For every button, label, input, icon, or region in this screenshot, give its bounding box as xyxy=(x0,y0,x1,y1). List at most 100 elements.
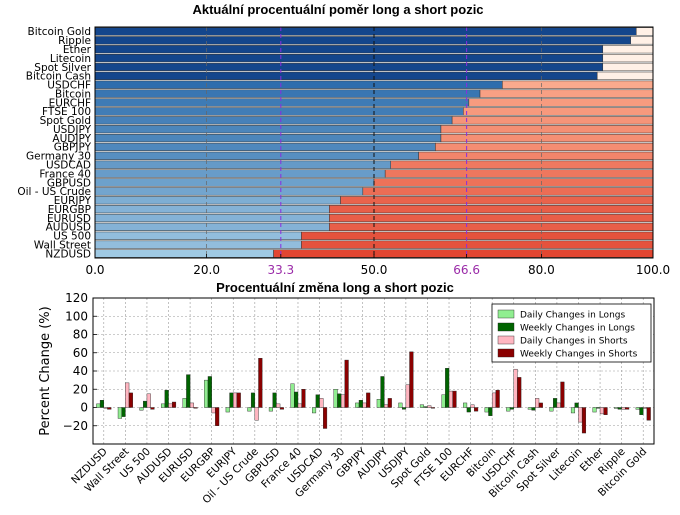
short-bar xyxy=(362,187,654,196)
change-bar xyxy=(570,407,576,414)
y-tick-label: 120 xyxy=(65,291,88,305)
category-label: France 40 xyxy=(39,168,91,180)
short-bar xyxy=(636,27,654,36)
category-label: US 500 xyxy=(53,231,91,243)
bottom-plot-frame xyxy=(92,297,655,445)
change-bar xyxy=(495,389,500,408)
short-bar xyxy=(301,240,654,249)
x-tick-label: 50.0 xyxy=(361,263,388,277)
change-bar xyxy=(215,407,220,426)
change-bar xyxy=(535,398,540,408)
long-bar xyxy=(94,178,375,187)
long-bar xyxy=(94,187,364,196)
change-bar xyxy=(625,407,630,410)
change-bar xyxy=(596,407,601,409)
legend-swatch xyxy=(497,335,515,345)
change-bar xyxy=(401,407,407,410)
change-bar xyxy=(344,359,349,408)
x-tick-label: 20.0 xyxy=(193,263,220,277)
change-bar xyxy=(186,374,191,408)
change-bar xyxy=(491,392,497,408)
category-label: EURGBP xyxy=(48,204,91,216)
change-bar xyxy=(164,389,169,408)
y-tick-label: 20 xyxy=(73,382,88,396)
category-label: NZDUSD xyxy=(45,248,91,260)
category-label: Wall Street xyxy=(34,239,91,251)
legend-label: Weekly Changes in Longs xyxy=(520,324,635,334)
change-bar xyxy=(643,407,648,409)
change-bar xyxy=(441,394,446,408)
change-bar xyxy=(204,379,209,408)
short-bar xyxy=(468,98,654,107)
change-bar xyxy=(117,407,122,419)
change-bar xyxy=(160,403,166,408)
short-bar xyxy=(301,231,654,240)
short-bar xyxy=(435,142,654,152)
x-tick-label: 100.0 xyxy=(636,263,670,277)
change-bar xyxy=(247,407,252,412)
x-tick-label: 33.3 xyxy=(267,263,294,277)
change-bar xyxy=(254,407,259,421)
category-label: Bitcoin Gold xyxy=(28,26,92,38)
change-bar xyxy=(229,392,234,408)
category-label: Germany 30 xyxy=(26,151,91,163)
long-bar xyxy=(94,142,436,152)
change-bar xyxy=(578,407,583,423)
change-bar xyxy=(531,407,536,411)
change-bar xyxy=(182,398,187,408)
category-label: Spot Silver xyxy=(34,62,91,74)
category-label: AUDJPY xyxy=(52,133,91,145)
y-tick-label: 80 xyxy=(73,328,88,342)
long-bar xyxy=(94,205,330,214)
change-bar xyxy=(621,407,626,410)
bottom-chart-title: Procentuální změna long a short pozic xyxy=(216,280,454,295)
change-bar xyxy=(362,402,367,408)
change-bar xyxy=(398,402,403,408)
short-bar xyxy=(602,62,654,72)
category-label: Ripple xyxy=(58,35,91,47)
long-bar xyxy=(94,169,386,178)
short-bar xyxy=(596,71,654,80)
long-bar xyxy=(94,125,442,134)
change-bar xyxy=(553,398,558,408)
change-bar xyxy=(549,407,554,412)
long-bar xyxy=(94,116,453,125)
change-bar xyxy=(333,389,338,408)
change-bar xyxy=(207,376,212,408)
change-bar xyxy=(146,393,151,408)
y-tick-label: −20 xyxy=(63,419,88,433)
change-bar xyxy=(376,399,381,408)
x-tick-label: 0.0 xyxy=(85,263,104,277)
change-bar xyxy=(107,407,112,410)
legend-label: Daily Changes in Shorts xyxy=(520,337,628,347)
category-label: EURCHF xyxy=(49,97,91,109)
change-bar xyxy=(236,392,241,408)
legend-swatch xyxy=(497,309,515,319)
change-bar xyxy=(423,406,428,408)
change-bar xyxy=(301,389,306,408)
long-bar xyxy=(94,213,330,223)
short-bar xyxy=(502,80,654,89)
legend-swatch xyxy=(497,348,515,358)
change-bar xyxy=(290,383,295,408)
long-bar xyxy=(94,151,419,160)
change-bar xyxy=(592,407,597,413)
category-label: USDCHF xyxy=(47,80,91,92)
category-label: USDCAD xyxy=(46,160,91,172)
y-tick-label: 0 xyxy=(80,401,88,415)
change-bar xyxy=(639,407,644,416)
category-label: Spot Gold xyxy=(40,115,91,127)
change-bar xyxy=(143,400,148,408)
change-bar xyxy=(430,407,435,409)
category-label: EURUSD xyxy=(47,213,91,225)
y-tick-label: 60 xyxy=(73,346,88,360)
change-bar xyxy=(599,407,604,415)
category-label: Litecoin xyxy=(50,53,91,65)
change-bar xyxy=(125,382,130,408)
change-bar xyxy=(250,392,256,408)
change-bar xyxy=(560,381,565,408)
legend-label: Daily Changes in Longs xyxy=(520,311,625,321)
change-bar xyxy=(409,351,414,408)
change-bar xyxy=(646,407,651,421)
